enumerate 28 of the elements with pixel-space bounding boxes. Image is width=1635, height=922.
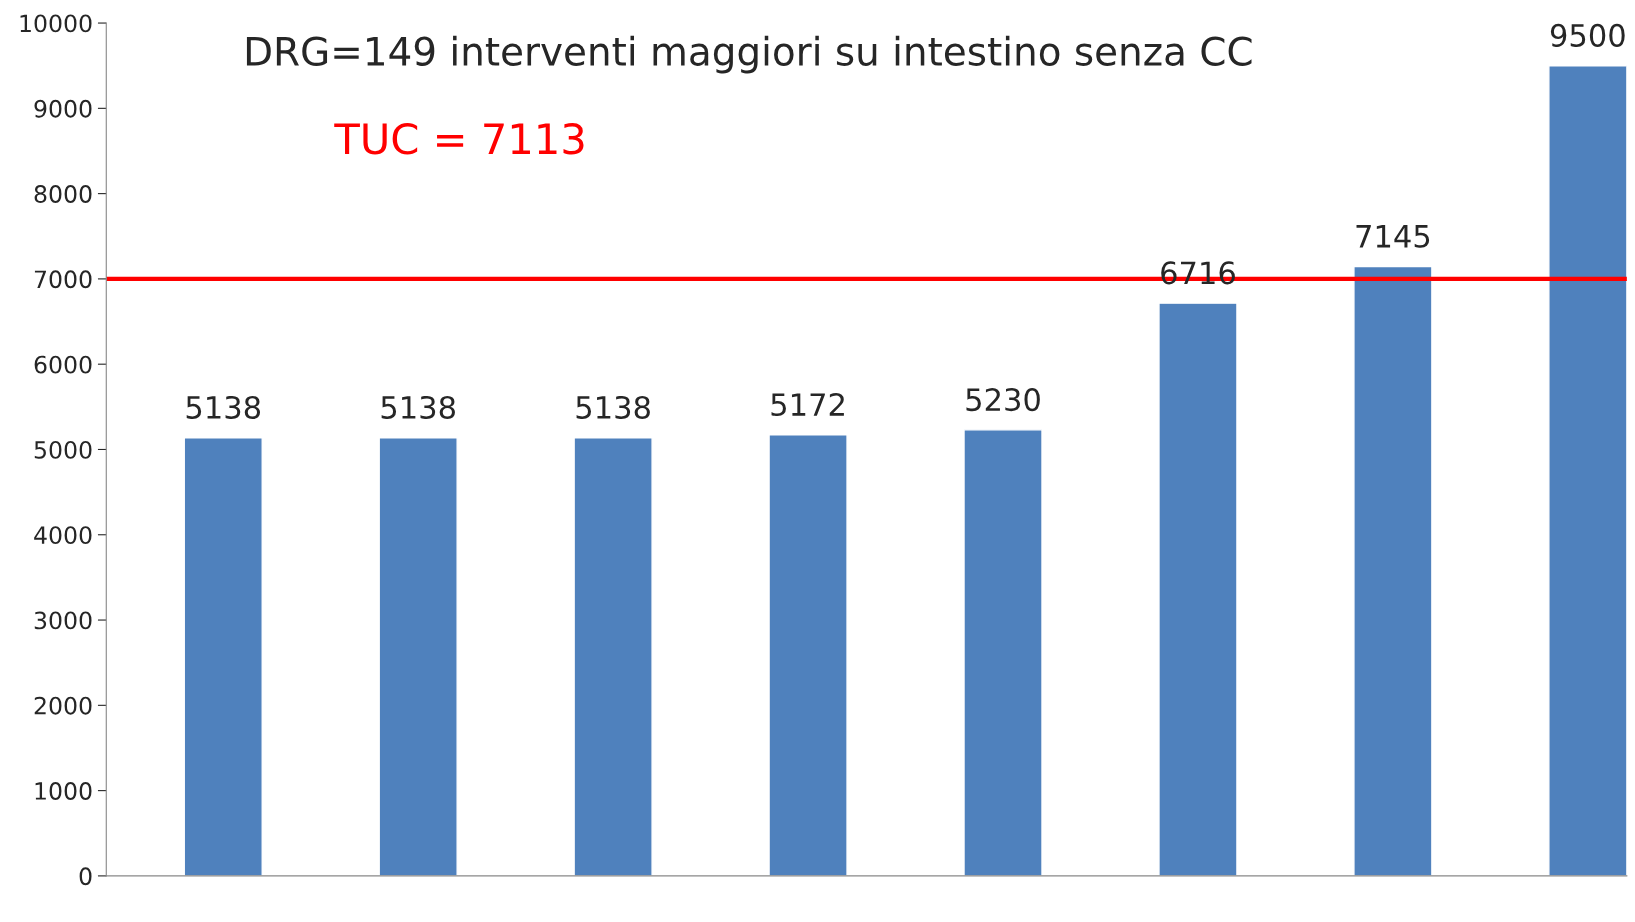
data-label: 5138 <box>381 395 455 419</box>
data-label: 7145 <box>1356 225 1430 248</box>
y-tick-label: 6000 <box>34 355 92 374</box>
y-tick-label: 9000 <box>34 99 92 118</box>
y-tick-label: 10000 <box>20 14 92 33</box>
bar <box>1353 265 1433 876</box>
data-label: 5138 <box>186 395 261 419</box>
bar <box>183 437 263 876</box>
y-tick-label: 2000 <box>34 696 92 715</box>
bar <box>963 429 1043 876</box>
annotation: TUC = 7113 <box>334 123 584 155</box>
data-label: 9500 <box>1550 23 1625 47</box>
y-tick-label: 3000 <box>34 611 92 630</box>
data-label: 5138 <box>576 395 650 419</box>
y-tick-label: 4000 <box>34 526 92 545</box>
bar <box>378 437 458 876</box>
y-tick-label: 7000 <box>34 270 92 289</box>
chart-title: DRG=149 interventi maggiori su intestino senza CC <box>246 35 1252 74</box>
y-tick-label: 5000 <box>34 440 92 459</box>
y-tick-label: 8000 <box>34 185 92 203</box>
bar <box>1548 64 1627 876</box>
data-label: 5172 <box>771 392 844 417</box>
data-label: 5230 <box>966 388 1040 412</box>
y-tick-label: 1000 <box>35 782 92 800</box>
y-tick-label: 0 <box>79 867 92 886</box>
bar <box>768 434 848 876</box>
bar <box>573 437 653 876</box>
bar <box>1158 302 1238 876</box>
